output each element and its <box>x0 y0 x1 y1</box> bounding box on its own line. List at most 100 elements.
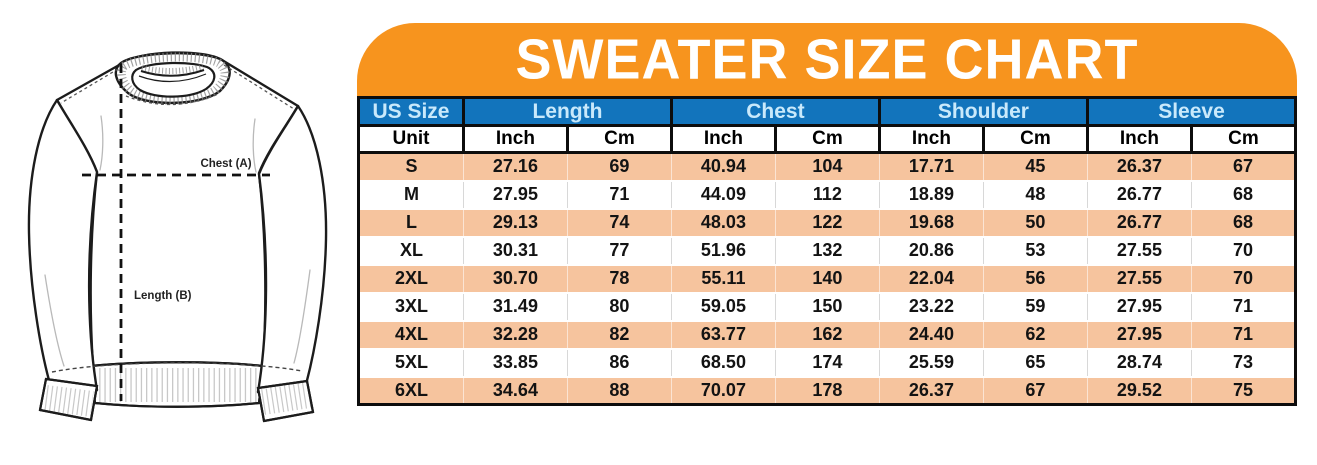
size-cell: L <box>358 208 464 238</box>
value-cell: 48 <box>982 180 1088 210</box>
unit-header-cell: Cm <box>981 124 1089 154</box>
value-cell: 77 <box>566 236 672 266</box>
collar-inner-opening <box>131 61 216 98</box>
value-cell: 27.95 <box>1086 320 1192 350</box>
right-cuff-rib-texture <box>261 382 311 415</box>
value-cell: 63.77 <box>670 320 776 350</box>
value-cell: 40.94 <box>670 152 776 182</box>
value-cell: 71 <box>1190 292 1296 322</box>
size-cell: XL <box>358 236 464 266</box>
value-cell: 70.07 <box>670 376 776 405</box>
value-cell: 56 <box>982 264 1088 294</box>
value-cell: 45 <box>982 152 1088 182</box>
value-cell: 82 <box>566 320 672 350</box>
value-cell: 26.77 <box>1086 180 1192 210</box>
table-row: 4XL 32.28 82 63.77 162 24.40 62 27.95 71 <box>358 320 1296 350</box>
value-cell: 68 <box>1190 208 1296 238</box>
unit-header-cell: Inch <box>461 124 569 154</box>
value-cell: 17.71 <box>878 152 984 182</box>
unit-header-cell: Inch <box>1085 124 1193 154</box>
length-measure-label: Length (B) <box>134 290 192 302</box>
value-cell: 27.55 <box>1086 236 1192 266</box>
value-cell: 30.70 <box>462 264 568 294</box>
table-row: M 27.95 71 44.09 112 18.89 48 26.77 68 <box>358 180 1296 210</box>
fabric-crease-lines <box>44 115 311 367</box>
value-cell: 88 <box>566 376 672 405</box>
size-cell: S <box>358 152 464 182</box>
value-cell: 27.55 <box>1086 264 1192 294</box>
right-cuff-outline <box>256 379 315 423</box>
unit-header-cell: Inch <box>877 124 985 154</box>
value-cell: 62 <box>982 320 1088 350</box>
unit-header-cell: Cm <box>773 124 881 154</box>
value-cell: 44.09 <box>670 180 776 210</box>
value-cell: 20.86 <box>878 236 984 266</box>
value-cell: 26.37 <box>1086 152 1192 182</box>
value-cell: 33.85 <box>462 348 568 378</box>
unit-header-cell: Unit <box>357 124 465 154</box>
table-row: 5XL 33.85 86 68.50 174 25.59 65 28.74 73 <box>358 348 1296 378</box>
table-row: 2XL 30.70 78 55.11 140 22.04 56 27.55 70 <box>358 264 1296 294</box>
table-row: L 29.13 74 48.03 122 19.68 50 26.77 68 <box>358 208 1296 238</box>
chart-title: SWEATER SIZE CHART <box>515 28 1139 91</box>
group-header-row: US Size Length Chest Shoulder Sleeve <box>357 96 1298 127</box>
value-cell: 86 <box>566 348 672 378</box>
right-shoulder-seam-dashed <box>223 64 295 110</box>
value-cell: 68.50 <box>670 348 776 378</box>
value-cell: 27.16 <box>462 152 568 182</box>
left-cuff-rib-texture <box>44 385 94 417</box>
size-cell: M <box>358 180 464 210</box>
value-cell: 29.52 <box>1086 376 1192 405</box>
value-cell: 67 <box>982 376 1088 405</box>
value-cell: 140 <box>774 264 880 294</box>
table-row: 6XL 34.64 88 70.07 178 26.37 67 29.52 75 <box>358 376 1296 405</box>
column-group-header: Chest <box>669 96 881 127</box>
value-cell: 78 <box>566 264 672 294</box>
value-cell: 122 <box>774 208 880 238</box>
value-cell: 68 <box>1190 180 1296 210</box>
value-cell: 24.40 <box>878 320 984 350</box>
value-cell: 162 <box>774 320 880 350</box>
value-cell: 59 <box>982 292 1088 322</box>
value-cell: 69 <box>566 152 672 182</box>
value-cell: 19.68 <box>878 208 984 238</box>
back-neck-seam <box>138 73 207 83</box>
value-cell: 55.11 <box>670 264 776 294</box>
column-group-header: Sleeve <box>1085 96 1298 127</box>
column-group-header: US Size <box>357 96 465 127</box>
table-row: 3XL 31.49 80 59.05 150 23.22 59 27.95 71 <box>358 292 1296 322</box>
size-cell: 4XL <box>358 320 464 350</box>
hem-seam-dashed-line <box>51 362 303 373</box>
size-table: US Size Length Chest Shoulder Sleeve Unit Inc… <box>357 96 1298 406</box>
table-row: XL 30.31 77 51.96 132 20.86 53 27.55 70 <box>358 236 1296 266</box>
value-cell: 70 <box>1190 264 1296 294</box>
value-cell: 112 <box>774 180 880 210</box>
value-cell: 51.96 <box>670 236 776 266</box>
unit-header-cell: Inch <box>669 124 777 154</box>
value-cell: 67 <box>1190 152 1296 182</box>
value-cell: 178 <box>774 376 880 405</box>
value-cell: 26.77 <box>1086 208 1192 238</box>
value-cell: 29.13 <box>462 208 568 238</box>
left-cuff-outline <box>38 377 99 422</box>
value-cell: 71 <box>1190 320 1296 350</box>
table-row: S 27.16 69 40.94 104 17.71 45 26.37 67 <box>358 152 1296 182</box>
size-cell: 6XL <box>358 376 464 405</box>
sweater-drawing: Chest (A) Length (B) <box>27 51 328 423</box>
value-cell: 50 <box>982 208 1088 238</box>
size-cell: 3XL <box>358 292 464 322</box>
value-cell: 73 <box>1190 348 1296 378</box>
value-cell: 132 <box>774 236 880 266</box>
value-cell: 31.49 <box>462 292 568 322</box>
value-cell: 26.37 <box>878 376 984 405</box>
value-cell: 30.31 <box>462 236 568 266</box>
unit-header-cell: Cm <box>565 124 673 154</box>
chart-title-banner: SWEATER SIZE CHART <box>357 23 1297 96</box>
chest-measure-label: Chest (A) <box>200 158 251 170</box>
back-neck-line <box>140 69 205 77</box>
unit-header-cell: Cm <box>1189 124 1298 154</box>
value-cell: 174 <box>774 348 880 378</box>
value-cell: 75 <box>1190 376 1296 405</box>
value-cell: 53 <box>982 236 1088 266</box>
value-cell: 27.95 <box>1086 292 1192 322</box>
